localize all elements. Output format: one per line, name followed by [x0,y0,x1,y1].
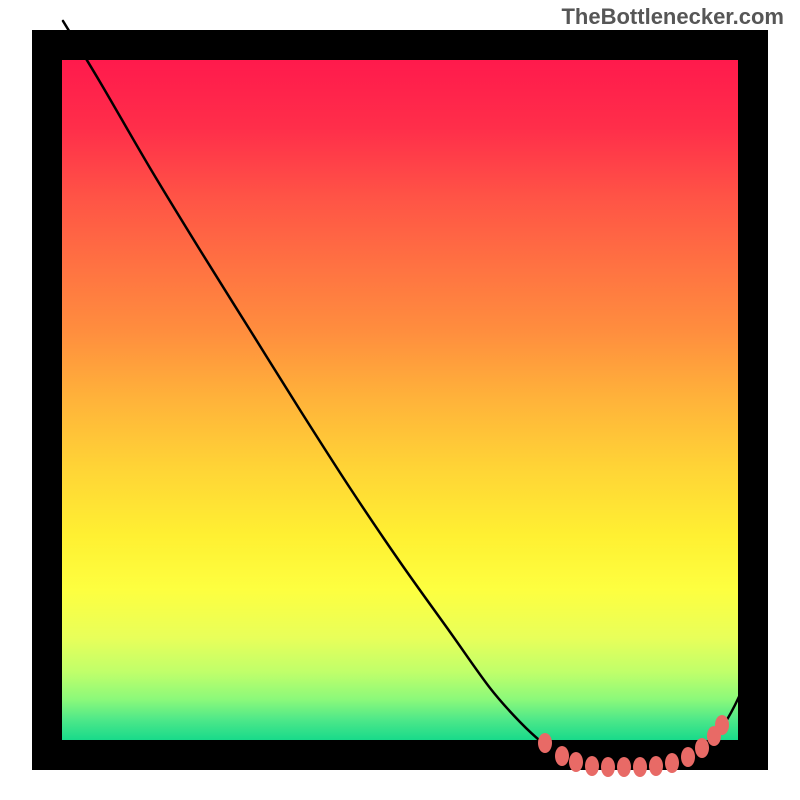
curve-marker [617,757,631,777]
chart-svg [0,0,800,800]
curve-marker [555,746,569,766]
curve-marker [695,738,709,758]
curve-marker [601,757,615,777]
watermark-text: TheBottlenecker.com [561,4,784,30]
plot-background [62,60,738,740]
bottleneck-chart: TheBottlenecker.com [0,0,800,800]
curve-marker [681,747,695,767]
curve-marker [569,752,583,772]
curve-marker [715,715,729,735]
curve-marker [665,753,679,773]
curve-marker [649,756,663,776]
curve-marker [538,733,552,753]
curve-marker [633,757,647,777]
curve-marker [585,756,599,776]
